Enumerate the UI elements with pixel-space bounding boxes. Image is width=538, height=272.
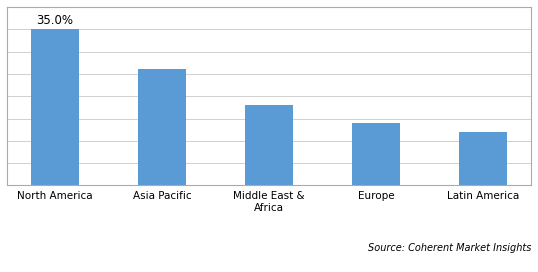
Text: Source: Coherent Market Insights: Source: Coherent Market Insights [367, 243, 531, 253]
Bar [31, 29, 79, 186]
Bar [245, 105, 293, 186]
Bar [459, 132, 507, 186]
Bar [352, 123, 400, 186]
Text: 35.0%: 35.0% [37, 14, 73, 27]
Bar [138, 69, 186, 186]
